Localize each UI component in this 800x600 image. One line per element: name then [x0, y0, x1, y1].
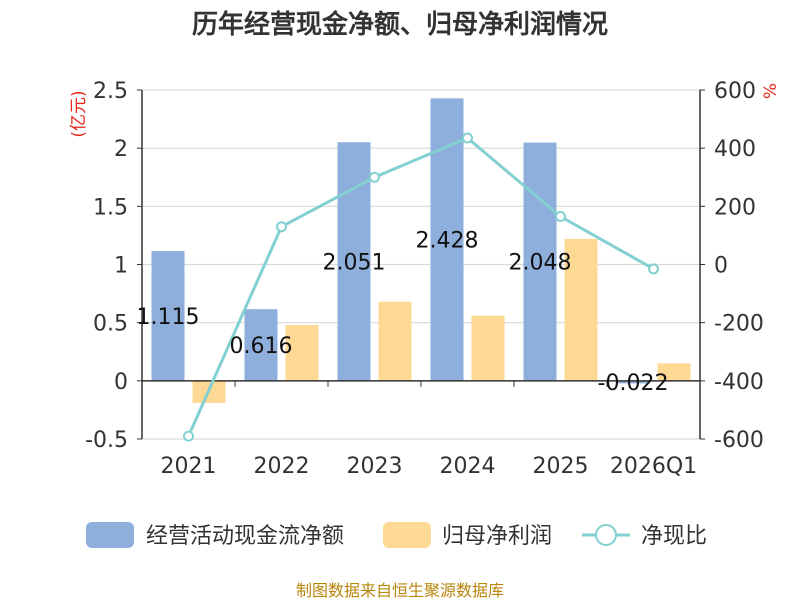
data-label-cash: 2.048	[509, 251, 572, 276]
point-ratio-2022	[276, 221, 287, 233]
legend-swatch-profit	[383, 522, 431, 548]
data-label-cash: 2.051	[323, 251, 386, 276]
legend-label-cash: 经营活动现金流净额	[146, 524, 344, 549]
x-tick-label: 2024	[440, 454, 496, 479]
x-tick-label: 2021	[161, 454, 217, 479]
bar-layer	[151, 98, 691, 403]
bar-profit-2026Q1	[657, 363, 691, 381]
point-ratio-2023	[369, 171, 380, 183]
bar-cash-2022	[244, 309, 278, 381]
line-layer	[183, 132, 659, 442]
bar-cash-2025	[523, 142, 557, 381]
x-tick-label: 2026Q1	[610, 454, 697, 479]
bar-profit-2025	[564, 238, 598, 381]
legend-swatch-ratio-marker	[595, 524, 617, 546]
data-label-cash: -0.022	[598, 371, 669, 396]
data-label-cash: 0.616	[230, 334, 293, 359]
bar-profit-2024	[471, 315, 505, 381]
chart-title: 历年经营现金净额、归母净利润情况	[192, 9, 608, 40]
y-right-tick-label: -600	[714, 428, 764, 453]
bar-cash-2021	[151, 251, 185, 381]
y-right-tick-label: 0	[714, 254, 728, 279]
bar-profit-2023	[378, 301, 412, 381]
x-tick-label: 2025	[533, 454, 589, 479]
y-left-tick-label: 2.5	[93, 79, 128, 104]
x-tick-label: 2023	[347, 454, 403, 479]
y-left-tick-label: 1.5	[93, 195, 128, 220]
line-ratio	[187, 136, 655, 437]
y-right-tick-label: 400	[714, 137, 756, 162]
y-right-tick-label: -200	[714, 312, 764, 337]
y-left-tick-label: 1	[114, 254, 128, 279]
point-ratio-2024	[462, 132, 473, 144]
legend-label-profit: 归母净利润	[442, 524, 552, 549]
data-label-cash: 1.115	[137, 305, 200, 330]
y-right-axis-title: %	[761, 83, 781, 99]
y-right-tick-label: -400	[714, 370, 764, 395]
y-left-tick-label: 0	[114, 370, 128, 395]
legend-label-ratio: 净现比	[641, 524, 707, 549]
y-right-tick-label: 600	[714, 79, 756, 104]
data-label-cash: 2.428	[416, 229, 479, 254]
point-ratio-2026Q1	[648, 263, 659, 275]
y-left-tick-label: 0.5	[93, 312, 128, 337]
legend: 经营活动现金流净额 归母净利润 净现比	[86, 522, 707, 549]
bar-cash-2026Q1	[616, 380, 650, 384]
point-ratio-2021	[183, 430, 194, 442]
label-layer: 1.115 0.616 2.051 2.428 2.048 -0.022	[137, 229, 669, 397]
legend-swatch-cash	[86, 522, 134, 548]
x-tick-label: 2022	[254, 454, 310, 479]
point-ratio-2025	[555, 211, 566, 223]
y-left-tick-label: 2	[114, 137, 128, 162]
axis-layer: -0.5 0 0.5 1 1.5 2 2.5 -600 -400 -200 0 200 400 600 (亿…	[69, 79, 781, 479]
y-left-axis-title: (亿元)	[69, 90, 89, 137]
source-note: 制图数据来自恒生聚源数据库	[296, 581, 504, 600]
bar-profit-2022	[285, 324, 319, 381]
y-right-tick-label: 200	[714, 195, 756, 220]
y-left-tick-label: -0.5	[85, 428, 128, 453]
